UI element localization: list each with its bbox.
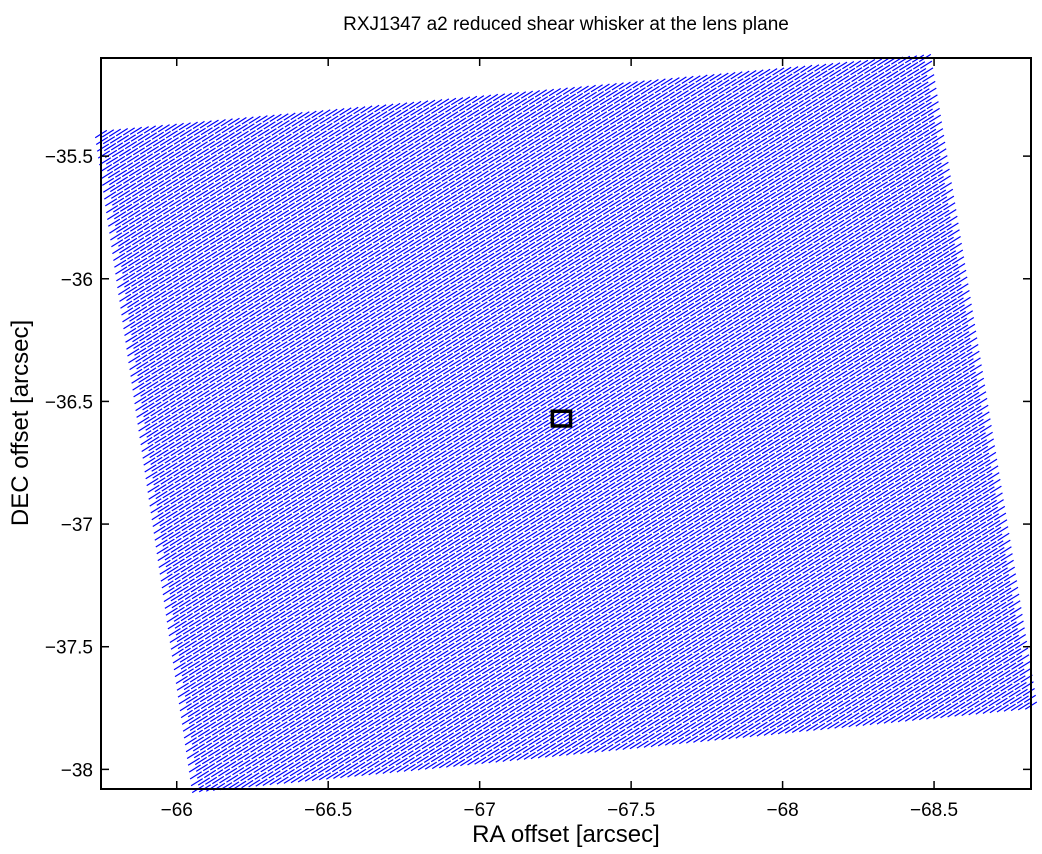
x-tick-label: −67 (464, 800, 496, 821)
axes-frame (100, 57, 1032, 790)
x-tick-label: −66.5 (304, 800, 352, 821)
x-tick-label: −67.5 (607, 800, 655, 821)
y-axis-label: DEC offset [arcsec] (7, 320, 34, 526)
whisker-field (94, 53, 1038, 794)
center-marker-group (550, 409, 573, 428)
axis-ticks: −66 −66.5 −67 −67.5 −68 −68.5 −35.5 −36 −36.5 −37… (45, 58, 1031, 821)
whisker-marks (94, 53, 1038, 794)
center-square-marker (550, 409, 573, 428)
x-tick-label: −66 (161, 800, 193, 821)
x-tick-label: −68.5 (910, 800, 958, 821)
y-tick-label: −35.5 (45, 147, 93, 168)
x-tick-label: −68 (766, 800, 798, 821)
y-tick-label: −38 (61, 760, 93, 781)
chart-title: RXJ1347 a2 reduced shear whisker at the … (343, 14, 789, 35)
y-tick-label: −37 (61, 515, 93, 536)
y-tick-label: −36.5 (45, 392, 93, 413)
y-tick-label: −37.5 (45, 638, 93, 659)
x-axis-label: RA offset [arcsec] (472, 821, 660, 848)
y-tick-label: −36 (61, 270, 93, 291)
